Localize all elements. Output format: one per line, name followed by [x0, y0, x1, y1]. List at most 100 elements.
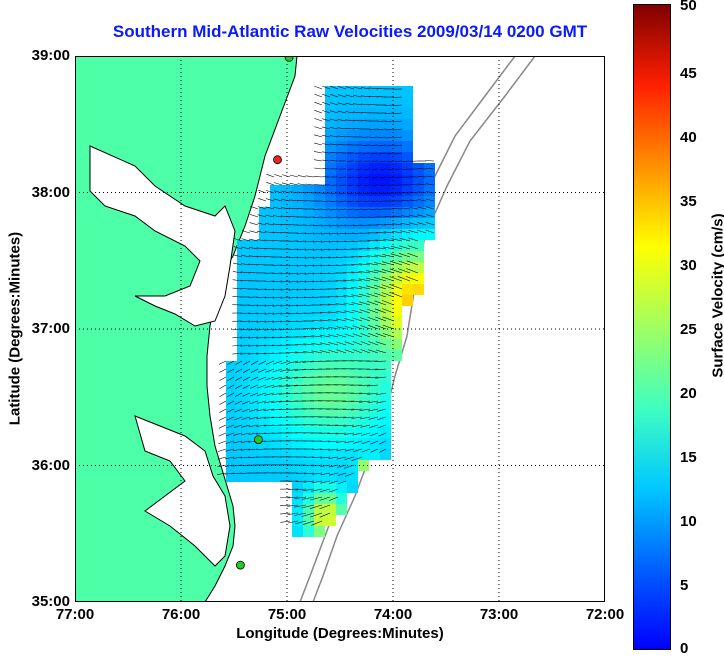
velocity-cell [248, 295, 259, 306]
velocity-vector [363, 176, 371, 179]
velocity-vector [241, 238, 251, 242]
velocity-cell [325, 86, 336, 97]
velocity-cell [325, 240, 336, 251]
velocity-cell [347, 361, 358, 372]
velocity-vector [382, 324, 395, 330]
velocity-vector [352, 317, 363, 322]
velocity-vector [389, 291, 403, 298]
velocity-vector [248, 328, 259, 331]
velocity-cell [380, 405, 391, 416]
velocity-cell [259, 339, 270, 350]
velocity-vector [235, 360, 243, 365]
velocity-vector [289, 191, 299, 194]
velocity-vector [351, 424, 363, 428]
velocity-vector [226, 424, 235, 429]
velocity-vector [313, 176, 323, 178]
velocity-vector [373, 284, 387, 290]
velocity-vector [256, 416, 267, 420]
velocity-cell [325, 372, 336, 383]
velocity-vector [381, 269, 395, 274]
velocity-vector [350, 286, 363, 290]
velocity-vector [249, 408, 259, 412]
velocity-cell [380, 141, 391, 152]
velocity-vector [343, 279, 355, 282]
velocity-vector [336, 248, 347, 251]
velocity-cell [270, 372, 281, 383]
velocity-vector [319, 448, 331, 451]
velocity-cell [292, 361, 303, 372]
velocity-cell [380, 339, 391, 350]
velocity-vector [241, 400, 251, 405]
velocity-vector [358, 392, 371, 395]
velocity-cell [358, 339, 369, 350]
velocity-vector [273, 360, 283, 365]
velocity-cell [281, 273, 292, 284]
velocity-vector [219, 376, 227, 381]
velocity-vector [227, 376, 235, 381]
velocity-vector [370, 200, 379, 202]
velocity-cell [248, 427, 259, 438]
velocity-vector [366, 255, 379, 258]
velocity-cell [358, 405, 369, 416]
velocity-cell [325, 284, 336, 295]
velocity-cell [369, 108, 380, 119]
colorbar-tick: 35 [680, 193, 697, 210]
velocity-vector [400, 222, 411, 226]
velocity-vector [282, 174, 291, 178]
velocity-vector [216, 472, 227, 475]
velocity-cell [347, 218, 358, 229]
velocity-vector [345, 119, 355, 122]
velocity-vector [362, 200, 371, 203]
velocity-vector [287, 520, 299, 524]
velocity-cell [270, 416, 281, 427]
velocity-vector [272, 223, 283, 226]
velocity-vector [295, 480, 307, 482]
velocity-cell [237, 405, 248, 416]
velocity-vector [321, 224, 331, 227]
velocity-vector [319, 334, 331, 338]
velocity-vector [319, 342, 331, 346]
velocity-cell [226, 427, 237, 438]
velocity-vector [256, 400, 267, 404]
velocity-vector [360, 341, 371, 346]
velocity-vector [233, 424, 243, 428]
velocity-cell [336, 108, 347, 119]
velocity-cell [402, 130, 413, 141]
velocity-cell [303, 526, 314, 537]
velocity-vector [256, 392, 267, 397]
velocity-vector [344, 232, 355, 235]
velocity-vector [242, 392, 251, 397]
velocity-vector [335, 310, 347, 314]
velocity-cell [369, 218, 380, 229]
velocity-vector [374, 360, 387, 362]
velocity-cell [336, 339, 347, 350]
velocity-cell [380, 284, 391, 295]
velocity-vector [329, 135, 339, 138]
velocity-vector [351, 294, 363, 298]
velocity-vector [382, 261, 395, 266]
velocity-vector [232, 287, 243, 290]
velocity-vector [314, 167, 323, 170]
velocity-cell [347, 86, 358, 97]
velocity-cell [292, 460, 303, 471]
velocity-cell [325, 108, 336, 119]
velocity-cell [380, 196, 391, 207]
velocity-vector [288, 304, 299, 307]
chesapeake-bay [89, 145, 236, 327]
velocity-cell [325, 207, 336, 218]
velocity-vector [250, 206, 259, 210]
velocity-cell [358, 350, 369, 361]
velocity-cell [314, 416, 325, 427]
velocity-cell [391, 218, 402, 229]
velocity-vector [243, 360, 251, 366]
velocity-cell [369, 361, 380, 372]
velocity-vector [394, 144, 403, 147]
velocity-cell [402, 86, 413, 97]
velocity-vector [314, 126, 323, 130]
velocity-vector [381, 276, 395, 282]
velocity-vector [345, 127, 355, 130]
velocity-vector [329, 496, 339, 501]
velocity-vector [336, 440, 347, 443]
velocity-vector [280, 280, 291, 283]
velocity-vector [336, 456, 347, 460]
